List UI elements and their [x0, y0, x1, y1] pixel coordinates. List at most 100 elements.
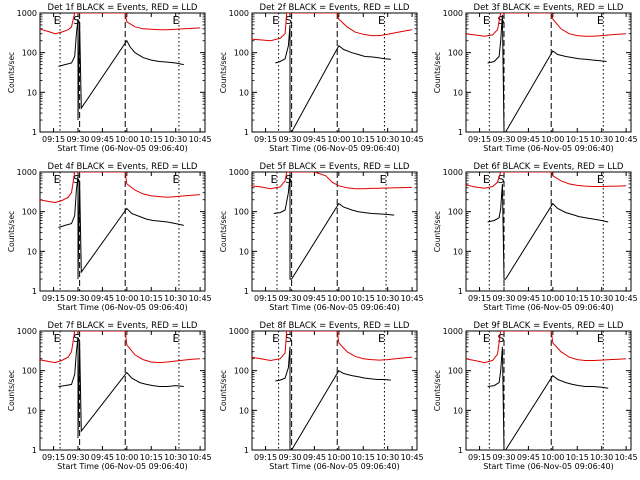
time-marker-label: S	[285, 14, 292, 27]
y-tick-label: 100	[448, 49, 463, 58]
y-tick-label: 1000	[229, 9, 249, 18]
x-tick-label: 09:30	[492, 453, 515, 462]
x-tick-label: 09:45	[517, 294, 540, 303]
time-marker-label: E	[483, 173, 490, 186]
x-tick-label: 09:15	[468, 135, 491, 144]
time-marker-label: E	[172, 332, 179, 345]
x-tick-label: 09:30	[66, 135, 89, 144]
x-tick-label: 09:45	[303, 135, 326, 144]
x-tick-label: 09:30	[278, 135, 301, 144]
x-tick-label: 10:30	[376, 135, 399, 144]
y-tick-label: 10	[239, 247, 249, 256]
y-tick-label: 100	[234, 367, 249, 376]
y-tick-label: 100	[22, 367, 37, 376]
lld-series-line	[40, 331, 201, 364]
x-axis-label: Start Time (06-Nov-05 09:06:40)	[57, 462, 187, 471]
x-tick-label: 09:30	[278, 453, 301, 462]
x-tick-label: 10:00	[115, 453, 138, 462]
plot-frame	[251, 330, 418, 451]
y-tick-label: 100	[22, 49, 37, 58]
events-series-line	[487, 346, 609, 450]
y-tick-label: 1000	[443, 327, 463, 336]
x-tick-label: 10:15	[566, 135, 589, 144]
time-marker-label: S	[285, 332, 292, 345]
panel-title: Det 1f BLACK = Events, RED = LLD	[48, 3, 198, 13]
x-tick-label: 10:30	[164, 453, 187, 462]
events-series-line	[275, 346, 391, 450]
time-marker-label: S	[285, 173, 292, 186]
time-marker-label: S	[73, 14, 80, 27]
lld-series-line	[40, 13, 201, 35]
x-tick-label: 09:30	[492, 294, 515, 303]
y-axis-label: Counts/sec	[219, 211, 228, 252]
panel-title: Det 7f BLACK = Events, RED = LLD	[48, 321, 198, 331]
y-tick-label: 1000	[17, 168, 37, 177]
x-tick-label: 09:45	[303, 453, 326, 462]
y-axis-label: Counts/sec	[7, 370, 16, 411]
x-tick-label: 09:45	[91, 294, 114, 303]
x-tick-label: 10:45	[189, 135, 212, 144]
lld-series-line	[466, 13, 627, 37]
y-tick-label: 10	[27, 88, 37, 97]
x-tick-label: 10:00	[541, 453, 564, 462]
x-tick-label: 09:30	[492, 135, 515, 144]
x-tick-label: 09:45	[91, 135, 114, 144]
events-series-line	[487, 14, 607, 132]
x-tick-label: 10:00	[327, 135, 350, 144]
x-tick-label: 10:45	[189, 294, 212, 303]
plot-frame	[39, 171, 206, 292]
time-marker-label: E	[54, 332, 61, 345]
x-tick-label: 10:15	[352, 135, 375, 144]
x-axis-label: Start Time (06-Nov-05 09:06:40)	[483, 303, 613, 312]
time-marker-label: E	[483, 332, 490, 345]
x-tick-label: 09:15	[254, 294, 277, 303]
x-tick-label: 09:30	[66, 294, 89, 303]
x-tick-label: 09:45	[91, 453, 114, 462]
x-tick-label: 10:00	[541, 135, 564, 144]
y-tick-label: 10	[239, 406, 249, 415]
panel-title: Det 4f BLACK = Events, RED = LLD	[48, 162, 198, 172]
x-tick-label: 10:15	[140, 453, 163, 462]
y-axis-label: Counts/sec	[219, 370, 228, 411]
x-tick-label: 09:15	[42, 135, 65, 144]
events-series-line	[487, 183, 609, 280]
x-tick-label: 09:15	[468, 294, 491, 303]
x-tick-label: 10:45	[401, 135, 424, 144]
x-tick-label: 10:00	[327, 453, 350, 462]
x-tick-label: 10:45	[189, 453, 212, 462]
x-tick-label: 09:15	[468, 453, 491, 462]
panel-title: Det 6f BLACK = Events, RED = LLD	[474, 162, 624, 172]
y-tick-label: 1	[458, 128, 463, 137]
panel-title: Det 2f BLACK = Events, RED = LLD	[260, 3, 410, 13]
x-tick-label: 09:30	[66, 453, 89, 462]
events-series-line	[58, 175, 184, 280]
y-tick-label: 1	[244, 446, 249, 455]
lld-series-line	[252, 172, 413, 190]
y-tick-label: 100	[234, 49, 249, 58]
time-marker-label: E	[54, 14, 61, 27]
time-marker-label: S	[498, 14, 505, 27]
y-tick-label: 1000	[229, 327, 249, 336]
time-marker-label: S	[73, 332, 80, 345]
x-axis-label: Start Time (06-Nov-05 09:06:40)	[57, 144, 187, 153]
y-tick-label: 10	[453, 88, 463, 97]
y-tick-label: 1	[244, 128, 249, 137]
y-tick-label: 1	[32, 128, 37, 137]
plot-frame	[39, 330, 206, 451]
x-tick-label: 10:15	[352, 294, 375, 303]
lld-series-line	[252, 331, 413, 362]
time-marker-label: S	[498, 332, 505, 345]
plot-frame	[251, 12, 418, 133]
x-tick-label: 10:00	[541, 294, 564, 303]
time-marker-label: E	[378, 14, 385, 27]
y-tick-label: 1	[244, 287, 249, 296]
panel-title: Det 9f BLACK = Events, RED = LLD	[474, 321, 624, 331]
y-axis-label: Counts/sec	[433, 211, 442, 252]
events-series-line	[58, 19, 184, 121]
y-axis-label: Counts/sec	[7, 211, 16, 252]
y-tick-label: 100	[22, 208, 37, 217]
